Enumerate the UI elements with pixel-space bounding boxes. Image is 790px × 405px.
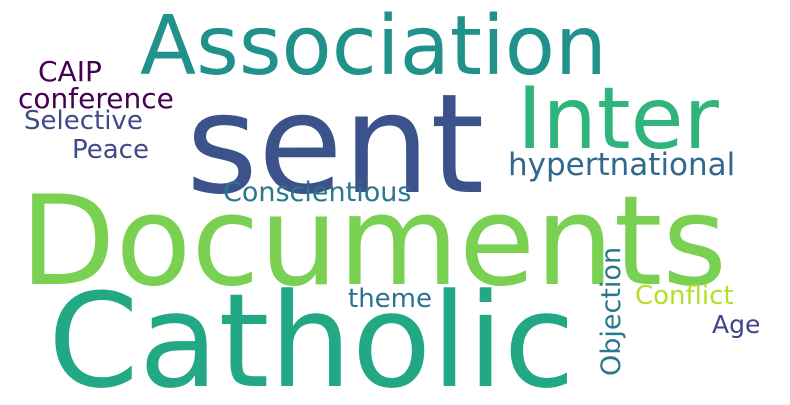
word-conscientious: Conscientious xyxy=(223,177,412,208)
word-documents: Documents xyxy=(20,170,728,314)
word-association: Association xyxy=(140,0,607,94)
word-caip: CAIP xyxy=(38,55,102,88)
word-selective: Selective xyxy=(24,106,143,136)
word-inter: Inter xyxy=(517,69,719,169)
word-conflict: Conflict xyxy=(635,281,734,311)
word-hypertnational: hypertnational xyxy=(508,147,736,183)
word-theme: theme xyxy=(348,284,432,314)
word-age: Age xyxy=(712,310,761,339)
word-conference: conference xyxy=(18,82,174,115)
word-sent: sent xyxy=(186,64,485,225)
word-objection: Objection xyxy=(596,246,627,376)
word-peace: Peace xyxy=(72,135,149,165)
word-catholic: Catholic xyxy=(48,265,576,405)
